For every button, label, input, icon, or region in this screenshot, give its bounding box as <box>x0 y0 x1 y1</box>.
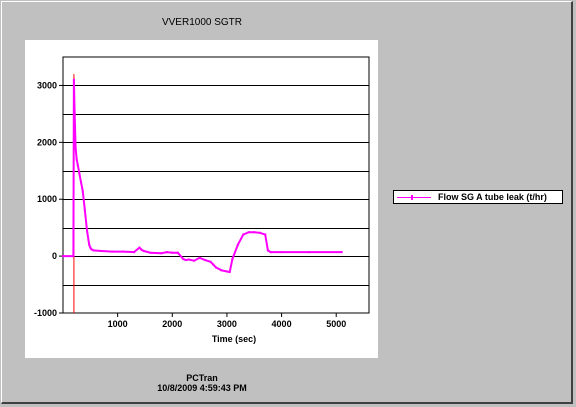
x-tick-label: 2000 <box>162 319 182 329</box>
data-point <box>225 270 228 273</box>
data-point <box>72 255 75 258</box>
data-point <box>142 249 145 252</box>
y-tick-label: 2000 <box>37 137 57 147</box>
footer-timestamp: 10/8/2009 4:59:43 PM <box>157 383 247 393</box>
chart-title: VVER1000 SGTR <box>161 17 243 28</box>
x-tick-label: 5000 <box>326 319 346 329</box>
data-point <box>171 251 174 254</box>
data-point <box>76 164 79 167</box>
data-point <box>74 147 77 150</box>
data-point <box>83 209 86 212</box>
legend-line-swatch <box>397 197 431 198</box>
data-point <box>212 263 215 266</box>
data-point <box>90 248 93 251</box>
data-point <box>215 266 217 269</box>
x-tick-label: 3000 <box>217 319 237 329</box>
legend-marker-swatch <box>411 195 413 200</box>
data-point <box>247 231 250 234</box>
data-point <box>86 229 89 232</box>
data-point <box>187 258 190 261</box>
data-point <box>75 158 78 161</box>
data-point <box>165 251 168 254</box>
x-axis-label: Time (sec) <box>212 334 256 344</box>
series-line <box>63 79 342 274</box>
data-point <box>182 257 185 260</box>
data-point <box>204 259 207 262</box>
y-tick-label: 3000 <box>37 80 57 90</box>
data-point <box>228 271 231 274</box>
data-point <box>92 249 95 252</box>
data-point <box>220 269 223 272</box>
data-point <box>62 255 64 258</box>
data-point <box>340 251 343 254</box>
data-point <box>231 257 234 260</box>
data-point <box>258 231 261 234</box>
y-tick-label: 0 <box>52 251 57 261</box>
data-point <box>198 256 201 259</box>
plot-area-border <box>62 56 370 314</box>
data-point <box>160 252 163 255</box>
y-tick-label: -1000 <box>34 308 57 318</box>
data-point <box>280 251 283 254</box>
chart-svg: 3000 2000 1000 0 -1000 1000 2000 3000 4000 5000 Ti… <box>34 56 370 344</box>
plot-panel: 3000 2000 1000 0 -1000 1000 2000 3000 4000 5000 Ti… <box>25 40 378 358</box>
data-point <box>253 231 256 234</box>
data-point <box>80 181 83 184</box>
data-point <box>89 246 92 249</box>
x-tick-label: 1000 <box>108 319 128 329</box>
data-point <box>111 250 114 253</box>
data-point <box>269 251 272 254</box>
y-tick-label: 1000 <box>37 194 57 204</box>
data-point <box>193 259 196 262</box>
data-point <box>264 233 267 236</box>
data-point <box>236 243 239 246</box>
footer-app-name: PCTran <box>186 373 218 383</box>
data-point <box>88 243 91 246</box>
legend: Flow SG A tube leak (t/hr) <box>393 190 563 204</box>
data-point <box>242 233 245 236</box>
data-point <box>122 250 125 253</box>
data-point <box>138 246 141 249</box>
data-point <box>307 251 310 254</box>
x-tick-label: 4000 <box>272 319 292 329</box>
data-point <box>149 251 152 254</box>
data-point <box>176 251 179 254</box>
data-point <box>140 248 143 251</box>
data-point <box>266 249 269 252</box>
data-point <box>184 259 187 262</box>
data-point <box>209 260 212 263</box>
data-point <box>72 78 75 81</box>
data-point <box>78 172 81 175</box>
data-point <box>100 249 103 252</box>
data-point <box>73 107 76 110</box>
data-point <box>133 251 136 254</box>
data-point <box>81 189 84 192</box>
legend-label: Flow SG A tube leak (t/hr) <box>438 192 547 202</box>
